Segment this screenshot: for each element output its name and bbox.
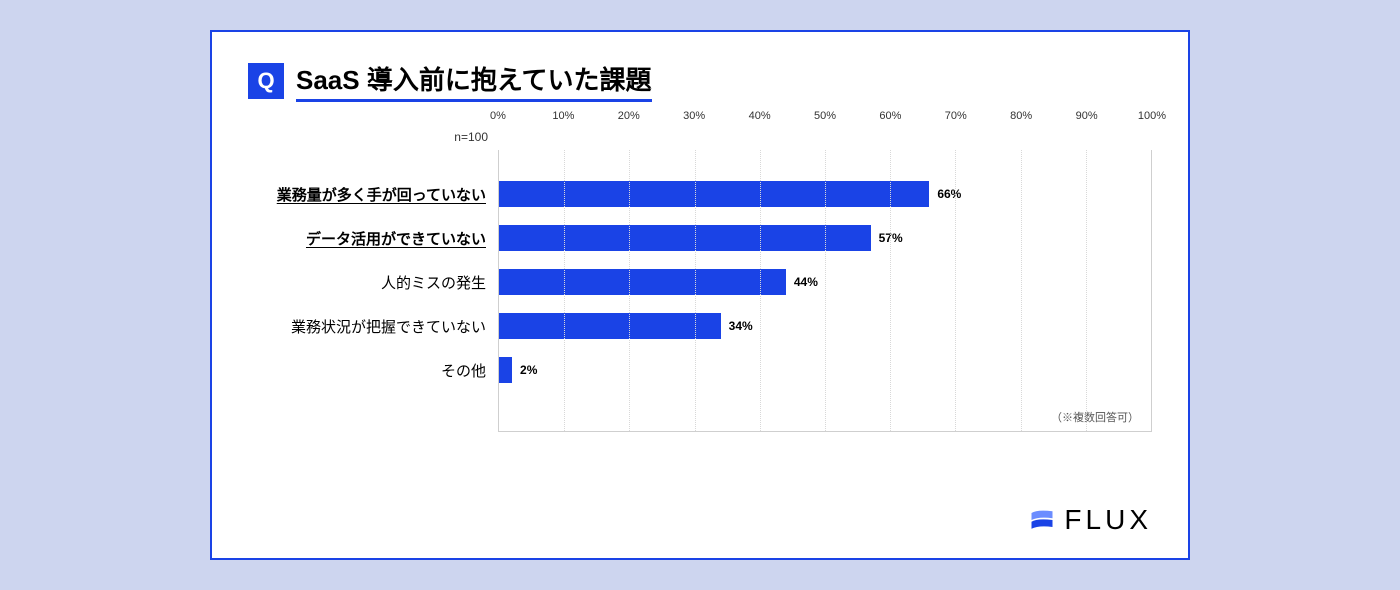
bar-value: 66% [937, 187, 961, 201]
x-tick: 70% [945, 110, 967, 122]
flux-logo-icon [1028, 506, 1056, 534]
gridline [955, 150, 956, 431]
bar [499, 357, 512, 383]
footnote: （※複数回答可） [1051, 409, 1139, 425]
gridline [760, 150, 761, 431]
gridline [1086, 150, 1087, 431]
x-tick: 20% [618, 110, 640, 122]
category-label: 業務状況が把握できていない [268, 304, 498, 348]
x-tick: 80% [1010, 110, 1032, 122]
x-tick: 100% [1138, 110, 1166, 122]
bar-value: 34% [729, 319, 753, 333]
x-tick: 0% [490, 110, 506, 122]
chart-card: Q SaaS 導入前に抱えていた課題 n=100 業務量が多く手が回っていないデ… [210, 30, 1190, 560]
bar [499, 313, 721, 339]
brand-name: FLUX [1064, 504, 1152, 536]
x-tick: 90% [1076, 110, 1098, 122]
heading: Q SaaS 導入前に抱えていた課題 [248, 60, 1152, 102]
chart: n=100 業務量が多く手が回っていないデータ活用ができていない人的ミスの発生業… [268, 130, 1152, 432]
question-badge: Q [248, 63, 284, 99]
x-tick: 30% [683, 110, 705, 122]
plot-area: 0%10%20%30%40%50%60%70%80%90%100% 66%57%… [498, 130, 1152, 432]
gridline [564, 150, 565, 431]
bar [499, 225, 871, 251]
category-label: 人的ミスの発生 [268, 260, 498, 304]
bar [499, 269, 786, 295]
x-tick: 10% [552, 110, 574, 122]
bar-value: 2% [520, 363, 537, 377]
gridline [825, 150, 826, 431]
gridline [890, 150, 891, 431]
sample-size-label: n=100 [454, 130, 488, 144]
x-tick: 50% [814, 110, 836, 122]
plot-box: 66%57%44%34%2% （※複数回答可） [498, 150, 1152, 432]
bar-value: 44% [794, 275, 818, 289]
y-axis-labels: n=100 業務量が多く手が回っていないデータ活用ができていない人的ミスの発生業… [268, 130, 498, 432]
brand-logo: FLUX [1028, 504, 1152, 536]
x-axis-ticks: 0%10%20%30%40%50%60%70%80%90%100% [498, 110, 1152, 130]
category-label: 業務量が多く手が回っていない [268, 172, 498, 216]
category-label: データ活用ができていない [268, 216, 498, 260]
x-tick: 40% [749, 110, 771, 122]
gridline [1021, 150, 1022, 431]
chart-title: SaaS 導入前に抱えていた課題 [296, 60, 652, 102]
gridline [695, 150, 696, 431]
category-label: その他 [268, 348, 498, 392]
x-tick: 60% [879, 110, 901, 122]
gridline [629, 150, 630, 431]
